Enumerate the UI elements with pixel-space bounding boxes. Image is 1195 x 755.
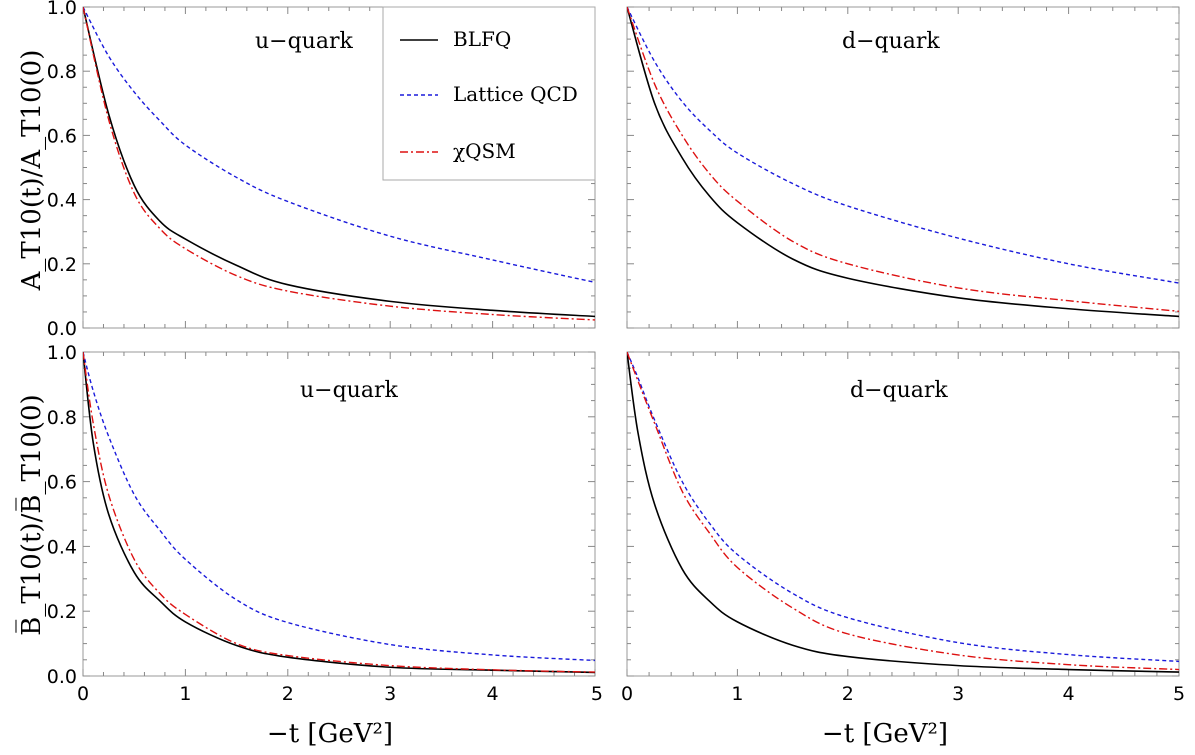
- y-tick-label-top-left: 0.4: [47, 190, 77, 212]
- annotation-top-right: d−quark: [842, 29, 940, 54]
- legend-label-lattice: Lattice QCD: [453, 82, 578, 106]
- x-tick-label-bottom-left: 0: [77, 683, 89, 705]
- xlabel-left: −t [GeV²]: [267, 719, 393, 749]
- x-tick-label-bottom-left: 1: [179, 683, 191, 705]
- x-tick-label-bottom-right: 1: [731, 683, 743, 705]
- y-tick-label-top-left: 0.6: [47, 125, 77, 147]
- series-line-bottom-right-latticeqcd: [627, 352, 1179, 663]
- series-line-top-right-qsm: [627, 7, 1179, 313]
- series-bottom-left: [83, 352, 595, 674]
- series-top-right: [627, 7, 1179, 318]
- x-tick-label-bottom-left: 2: [282, 683, 294, 705]
- annotation-bottom-left: u−quark: [300, 378, 398, 403]
- ylabel-top: A_T10(t)/A_T10(0): [17, 50, 47, 292]
- series-line-top-left-blfq: [83, 7, 595, 318]
- x-tick-label-bottom-right: 2: [842, 683, 854, 705]
- legend-box: [382, 6, 596, 181]
- series-line-top-left-latticeqcd: [83, 7, 595, 284]
- y-tick-label-bottom-left: 1.0: [47, 342, 77, 364]
- series-line-top-right-blfq: [627, 7, 1179, 318]
- annotation-top-left: u−quark: [255, 29, 353, 54]
- y-tick-label-bottom-left: 0.2: [47, 601, 77, 623]
- x-tick-label-bottom-right: 5: [1173, 683, 1185, 705]
- y-tick-label-bottom-left: 0.4: [47, 536, 77, 558]
- y-tick-label-top-left: 0.2: [47, 254, 77, 276]
- x-tick-label-bottom-right: 0: [621, 683, 633, 705]
- y-tick-label-top-left: 0.8: [47, 61, 77, 83]
- series-line-top-right-latticeqcd: [627, 7, 1179, 284]
- y-tick-label-bottom-left: 0.6: [47, 472, 77, 494]
- series-top-left: [83, 7, 595, 321]
- y-tick-label-top-left: 1.0: [47, 0, 77, 19]
- panel-frame-top-right: [626, 6, 1180, 329]
- legend-label-blfq: BLFQ: [453, 27, 511, 51]
- x-tick-label-bottom-left: 5: [591, 683, 603, 705]
- series-line-bottom-left-blfq: [83, 352, 595, 674]
- x-tick-label-bottom-right: 3: [952, 683, 964, 705]
- annotation-bottom-right: d−quark: [850, 378, 948, 403]
- series-line-top-left-qsm: [83, 7, 595, 321]
- ticks-layer: 0.00.20.40.60.81.00.00.20.40.60.81.00 1 2 3…: [47, 0, 1185, 705]
- x-tick-label-bottom-right: 4: [1063, 683, 1075, 705]
- legend: BLFQ Lattice QCD χQSM: [382, 6, 596, 181]
- y-tick-label-bottom-left: 0.0: [47, 666, 77, 688]
- series-line-bottom-left-latticeqcd: [83, 352, 595, 662]
- legend-label-chiqsm: χQSM: [453, 139, 516, 163]
- x-tick-label-bottom-left: 4: [487, 683, 499, 705]
- xlabel-right: −t [GeV²]: [822, 719, 948, 749]
- x-tick-label-bottom-left: 3: [384, 683, 396, 705]
- y-tick-label-bottom-left: 0.8: [47, 407, 77, 429]
- series-bottom-right: [627, 352, 1179, 673]
- y-tick-label-top-left: 0.0: [47, 318, 77, 340]
- series-line-bottom-right-blfq: [627, 352, 1179, 673]
- ylabel-bottom: B̅_T10(t)/B̅_T10(0): [15, 394, 47, 635]
- series-line-bottom-left-qsm: [83, 352, 595, 673]
